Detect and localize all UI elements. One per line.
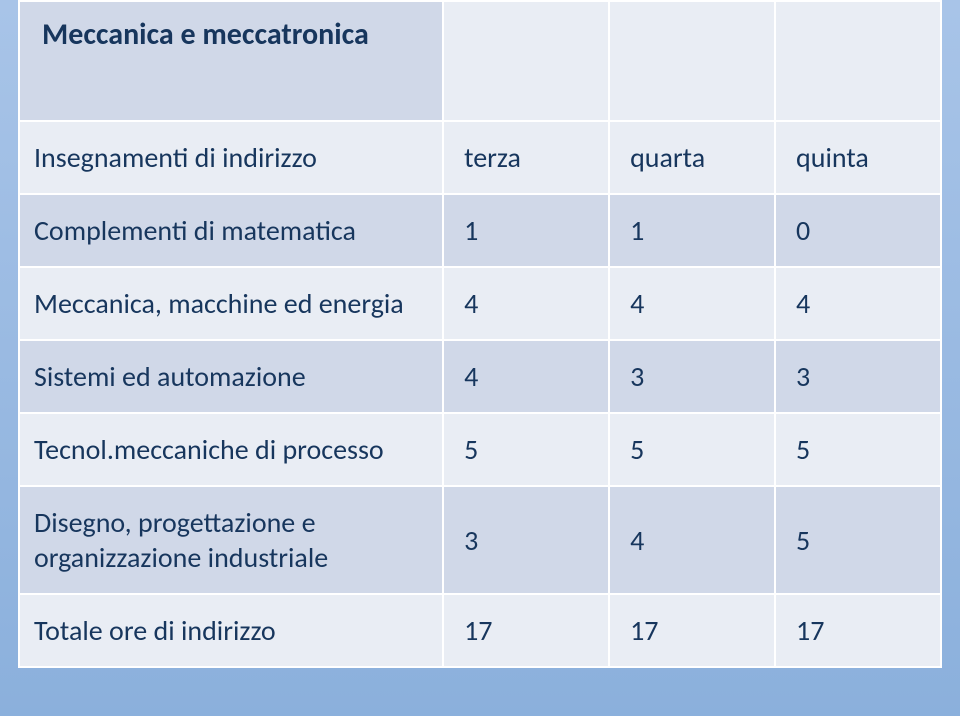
table-row: Totale ore di indirizzo 17 17 17: [19, 594, 941, 667]
row-label: Sistemi ed automazione: [19, 340, 443, 413]
row-label: Complementi di matematica: [19, 194, 443, 267]
table-row: Disegno, progettazione e organizzazione …: [19, 486, 941, 594]
row-val: 3: [775, 340, 941, 413]
row-val: 1: [443, 194, 609, 267]
row-val: 0: [775, 194, 941, 267]
row-val: 4: [609, 486, 775, 594]
table-row: Complementi di matematica 1 1 0: [19, 194, 941, 267]
row-val: 5: [443, 413, 609, 486]
row-val: 17: [609, 594, 775, 667]
table-row: Sistemi ed automazione 4 3 3: [19, 340, 941, 413]
header-subject: Insegnamenti di indirizzo: [19, 121, 443, 194]
row-val: 4: [775, 267, 941, 340]
curriculum-table: Meccanica e meccatronica Insegnamenti di…: [18, 0, 942, 668]
row-label: Disegno, progettazione e organizzazione …: [19, 486, 443, 594]
row-label: Meccanica, macchine ed energia: [19, 267, 443, 340]
blank-cell: [609, 1, 775, 121]
table-title: Meccanica e meccatronica: [19, 1, 443, 121]
blank-cell: [775, 1, 941, 121]
row-val: 4: [443, 267, 609, 340]
row-val: 17: [443, 594, 609, 667]
row-val: 1: [609, 194, 775, 267]
header-row: Insegnamenti di indirizzo terza quarta q…: [19, 121, 941, 194]
table-row: Tecnol.meccaniche di processo 5 5 5: [19, 413, 941, 486]
row-val: 4: [443, 340, 609, 413]
title-row: Meccanica e meccatronica: [19, 1, 941, 121]
row-val: 3: [609, 340, 775, 413]
row-label: Totale ore di indirizzo: [19, 594, 443, 667]
row-label: Tecnol.meccaniche di processo: [19, 413, 443, 486]
table-row: Meccanica, macchine ed energia 4 4 4: [19, 267, 941, 340]
row-val: 4: [609, 267, 775, 340]
row-val: 5: [775, 413, 941, 486]
blank-cell: [443, 1, 609, 121]
slide: Meccanica e meccatronica Insegnamenti di…: [0, 0, 960, 716]
row-val: 5: [775, 486, 941, 594]
header-col-quinta: quinta: [775, 121, 941, 194]
header-col-terza: terza: [443, 121, 609, 194]
row-val: 3: [443, 486, 609, 594]
header-col-quarta: quarta: [609, 121, 775, 194]
row-val: 17: [775, 594, 941, 667]
row-val: 5: [609, 413, 775, 486]
